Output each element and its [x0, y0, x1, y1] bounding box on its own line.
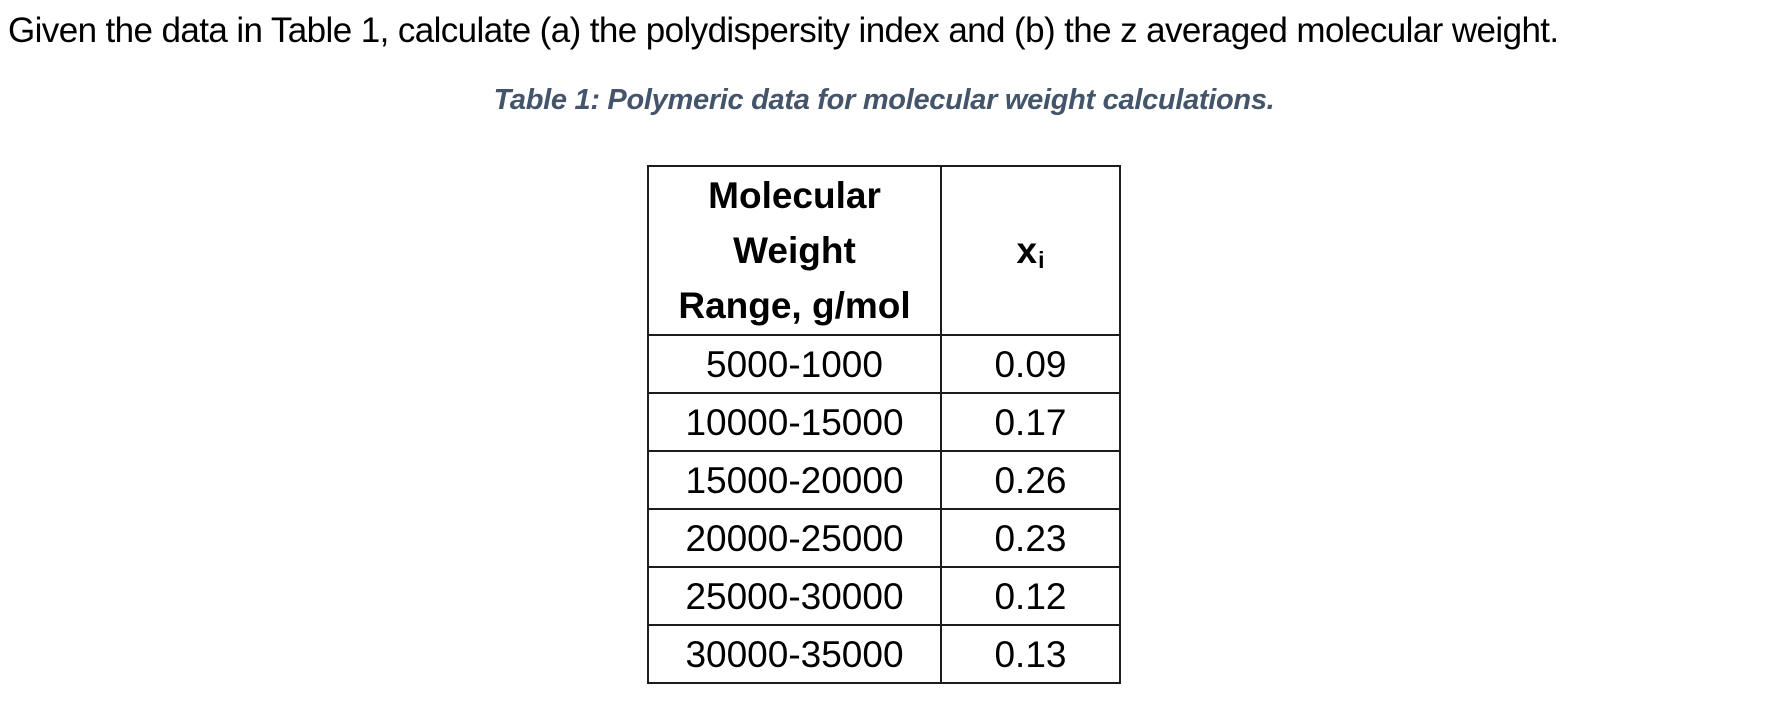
xi-cell: 0.09 — [940, 334, 1121, 394]
header-line-1: Molecular — [708, 175, 881, 216]
xi-subscript: i — [1038, 246, 1045, 273]
header-line-3: Range, g/mol — [678, 285, 911, 326]
xi-cell: 0.23 — [940, 508, 1121, 568]
header-line-2: Weight — [733, 230, 856, 271]
mw-range-cell: 5000-1000 — [647, 334, 942, 394]
mw-range-cell: 10000-15000 — [647, 392, 942, 452]
header-row: Molecular Weight Range, g/mol xi — [647, 165, 1121, 336]
mw-range-cell: 15000-20000 — [647, 450, 942, 510]
table-row: 10000-15000 0.17 — [647, 392, 1121, 452]
table-caption: Table 1: Polymeric data for molecular we… — [493, 84, 1275, 116]
table-row: 30000-35000 0.13 — [647, 624, 1121, 684]
mw-range-cell: 30000-35000 — [647, 624, 942, 684]
mw-range-cell: 25000-30000 — [647, 566, 942, 626]
xi-cell: 0.26 — [940, 450, 1121, 510]
header-xi: xi — [940, 165, 1121, 336]
table-row: 25000-30000 0.12 — [647, 566, 1121, 626]
document-page: Given the data in Table 1, calculate (a)… — [8, 11, 1559, 684]
table-body: 5000-1000 0.09 10000-15000 0.17 15000-20… — [647, 334, 1121, 684]
table-row: 20000-25000 0.23 — [647, 508, 1121, 568]
xi-base: x — [1016, 229, 1038, 271]
question-text: Given the data in Table 1, calculate (a)… — [8, 11, 1559, 50]
table-row: 5000-1000 0.09 — [647, 334, 1121, 394]
table-header: Molecular Weight Range, g/mol xi — [647, 165, 1121, 336]
table-row: 15000-20000 0.26 — [647, 450, 1121, 510]
header-molecular-weight-range: Molecular Weight Range, g/mol — [647, 165, 942, 336]
polymer-data-table: Molecular Weight Range, g/mol xi 5000-10… — [647, 165, 1121, 684]
xi-cell: 0.13 — [940, 624, 1121, 684]
xi-cell: 0.17 — [940, 392, 1121, 452]
mw-range-cell: 20000-25000 — [647, 508, 942, 568]
xi-cell: 0.12 — [940, 566, 1121, 626]
